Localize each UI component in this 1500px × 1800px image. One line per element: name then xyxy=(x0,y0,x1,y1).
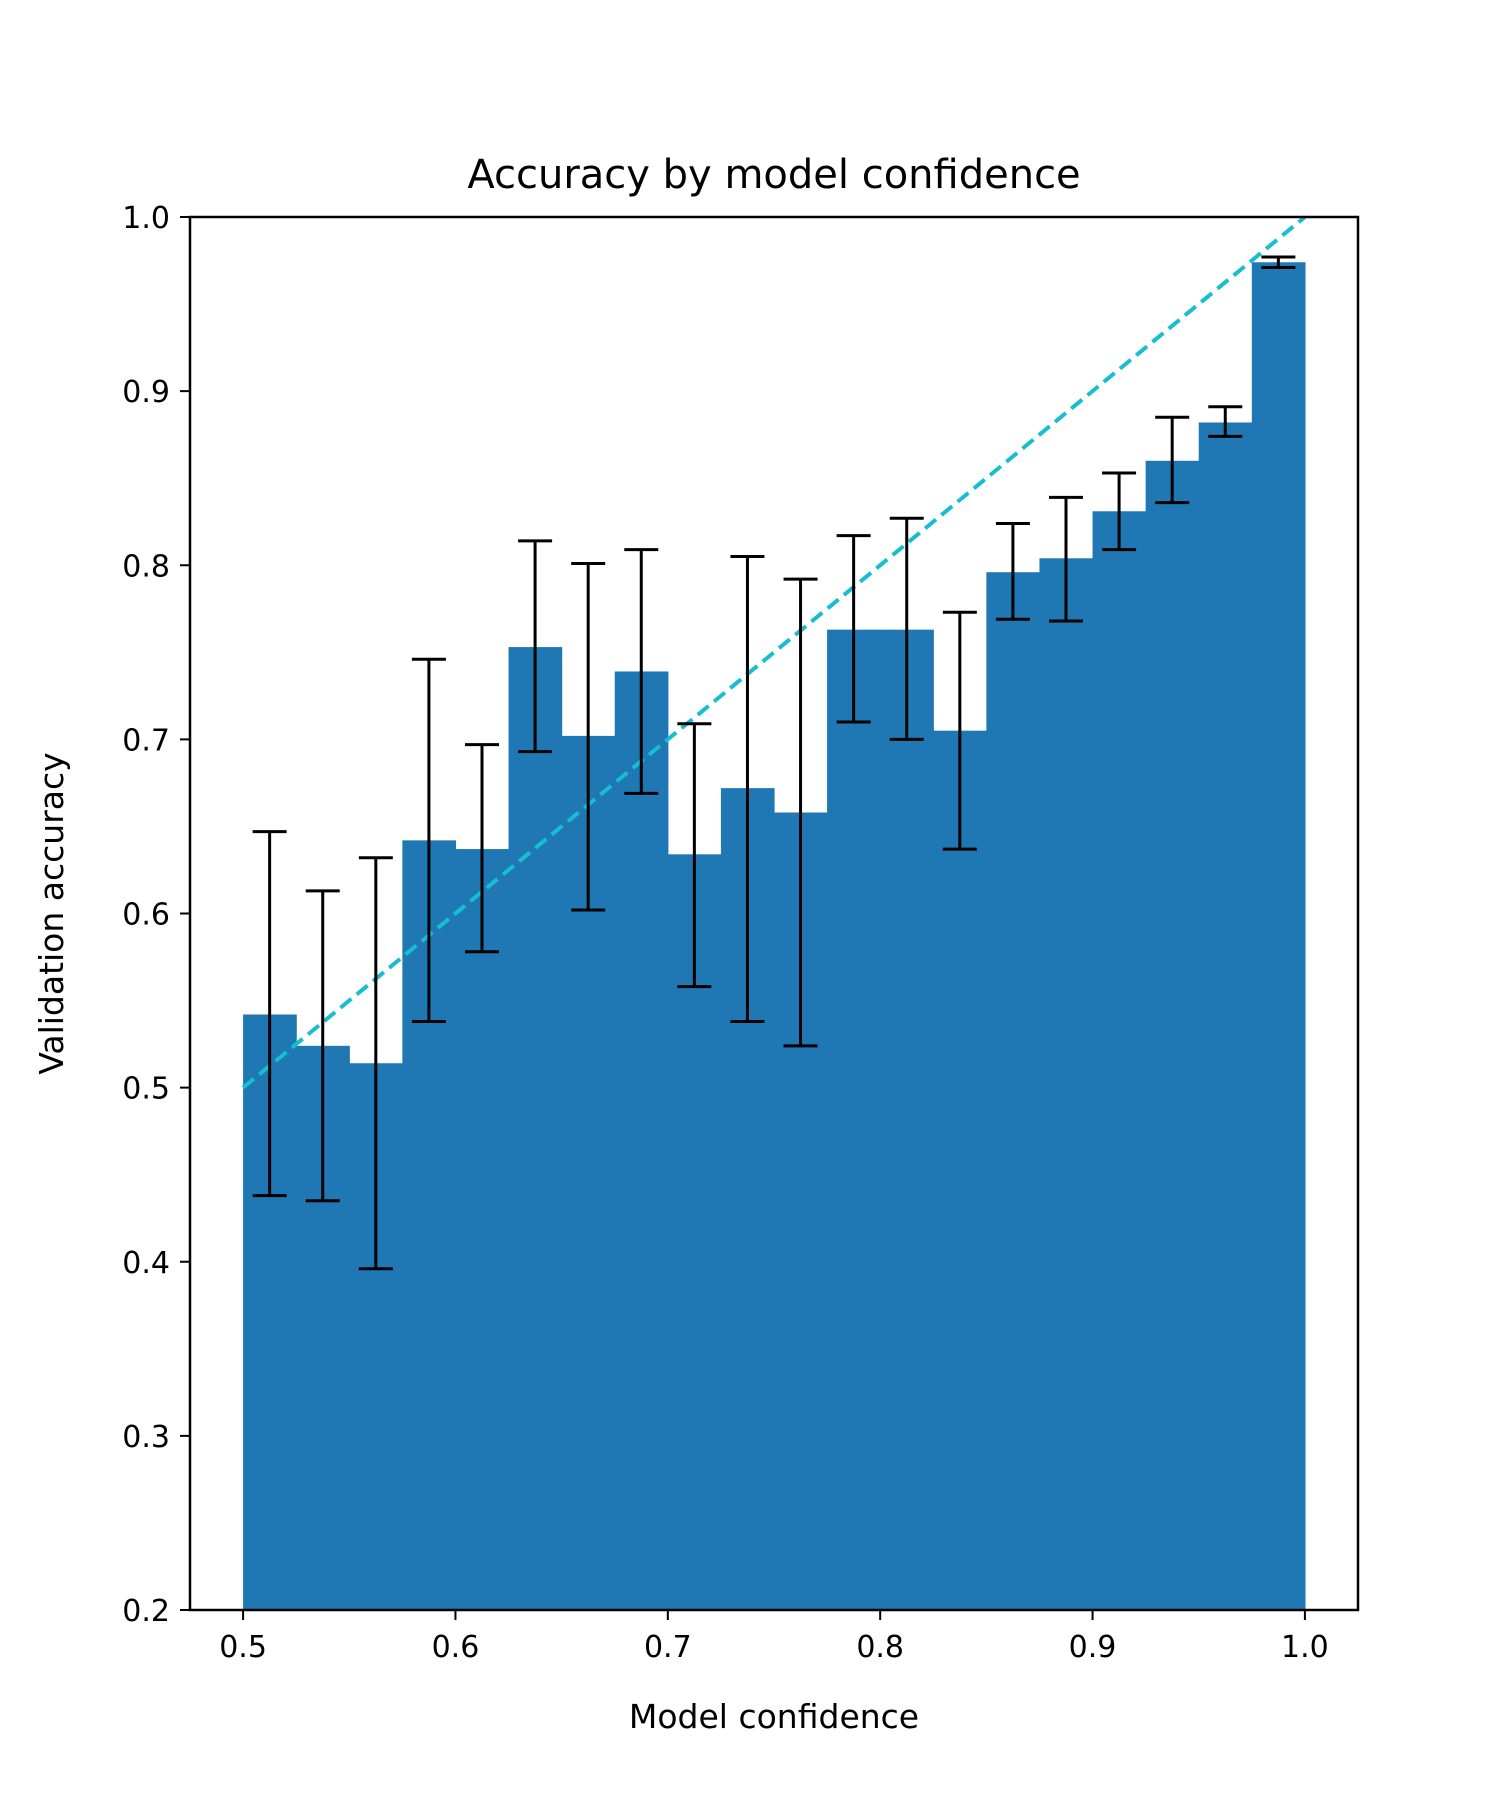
x-axis-ticks: 0.5 0.6 0.7 0.8 0.9 1.0 xyxy=(219,1610,1329,1665)
bar-14 xyxy=(933,730,987,1610)
error-bar-2 xyxy=(305,889,340,1203)
bar-17 xyxy=(1092,511,1147,1610)
y-axis-title: Validation accuracy xyxy=(32,752,71,1074)
x-tick-label: 0.9 xyxy=(1069,1630,1117,1665)
bar-20 xyxy=(1251,262,1306,1611)
error-bar-9 xyxy=(677,722,712,989)
chart-title: Accuracy by model confidence xyxy=(467,152,1080,198)
error-bar-12 xyxy=(836,534,871,724)
error-bar-4 xyxy=(411,657,446,1023)
error-bar-10 xyxy=(730,555,765,1023)
y-tick-label: 0.3 xyxy=(122,1420,170,1455)
bar-19 xyxy=(1198,422,1253,1610)
error-bar-14 xyxy=(942,610,977,851)
y-tick-label: 0.2 xyxy=(122,1594,170,1629)
y-tick-label: 0.6 xyxy=(122,898,170,933)
bar-12 xyxy=(827,629,881,1610)
error-bar-3 xyxy=(358,856,393,1271)
y-tick-label: 0.9 xyxy=(122,375,170,410)
error-bar-7 xyxy=(571,562,606,912)
error-bar-1 xyxy=(252,830,287,1198)
bar-5 xyxy=(455,849,510,1610)
error-bar-6 xyxy=(518,539,553,754)
bar-15 xyxy=(986,572,1041,1610)
x-tick-label: 1.0 xyxy=(1281,1630,1329,1665)
bar-16 xyxy=(1039,558,1094,1611)
x-tick-label: 0.5 xyxy=(219,1630,267,1665)
y-tick-label: 1.0 xyxy=(122,201,170,236)
error-bar-17 xyxy=(1102,471,1137,552)
bar-8 xyxy=(614,671,669,1610)
bar-6 xyxy=(508,647,563,1610)
x-tick-label: 0.6 xyxy=(432,1630,480,1665)
error-bar-20 xyxy=(1261,255,1296,269)
bar-18 xyxy=(1145,460,1200,1610)
y-axis-ticks: 0.2 0.3 0.4 0.5 0.6 0.7 0.8 0.9 1.0 xyxy=(122,201,190,1629)
x-tick-label: 0.7 xyxy=(644,1630,692,1665)
bars-layer xyxy=(243,262,1306,1611)
reference-line-layer xyxy=(241,215,1307,1090)
x-tick-label: 0.8 xyxy=(856,1630,904,1665)
reference-diagonal-line xyxy=(241,215,1307,1090)
bar-13 xyxy=(880,629,934,1610)
error-bar-5 xyxy=(465,743,499,954)
error-bar-8 xyxy=(624,548,659,795)
y-tick-label: 0.5 xyxy=(122,1072,170,1107)
error-bar-18 xyxy=(1155,415,1190,505)
y-tick-label: 0.8 xyxy=(122,549,170,584)
error-bar-16 xyxy=(1049,495,1083,623)
x-axis-title: Model confidence xyxy=(629,1697,919,1736)
error-bar-19 xyxy=(1208,405,1243,438)
error-bar-11 xyxy=(783,577,818,1048)
error-bars-layer xyxy=(252,255,1296,1271)
y-tick-label: 0.4 xyxy=(122,1246,170,1281)
y-tick-label: 0.7 xyxy=(122,723,170,758)
error-bar-13 xyxy=(889,516,924,741)
error-bar-15 xyxy=(995,521,1030,621)
